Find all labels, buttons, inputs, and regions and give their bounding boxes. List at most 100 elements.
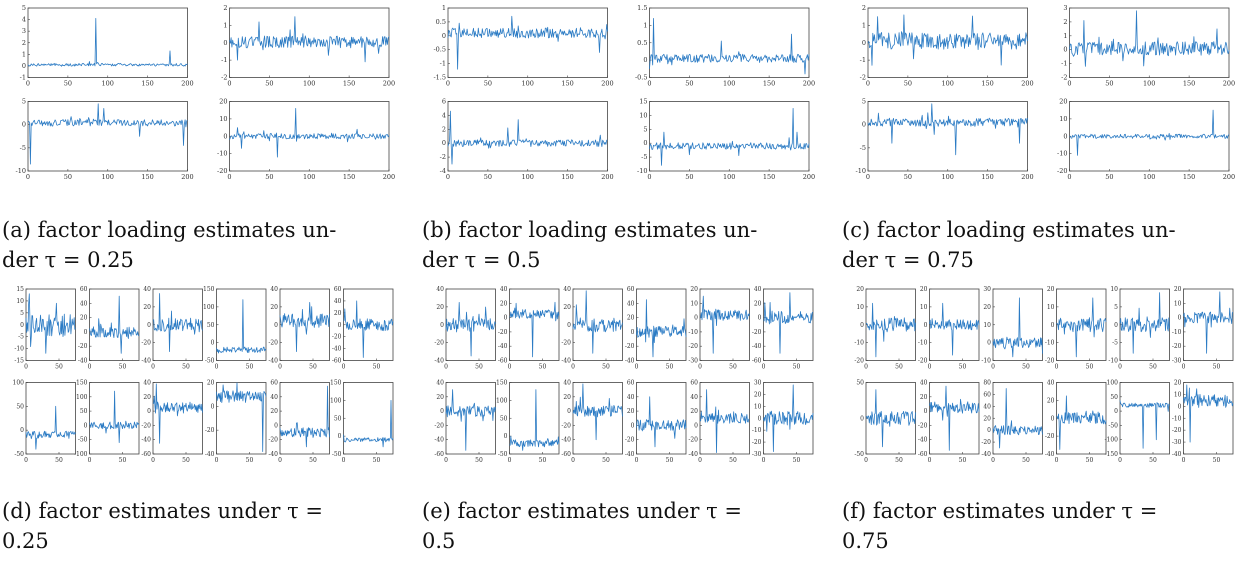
caption-f: (f) factor estimates under τ = 0.75 xyxy=(842,496,1157,556)
y-tick-label: -20 xyxy=(918,422,928,429)
y-tick-label: -40 xyxy=(561,437,571,444)
y-tick-label: 60 xyxy=(983,391,991,398)
y-tick-label: -10 xyxy=(1108,358,1118,365)
y-tick-label: -20 xyxy=(1045,358,1055,365)
x-tick-label: 0 xyxy=(446,80,450,88)
plot-frame xyxy=(89,288,140,361)
subplot-d-3: -40 -20 0 20 40 0 50 xyxy=(141,286,203,371)
y-tick-label: 40 xyxy=(563,380,571,387)
x-tick-label: 0 xyxy=(762,364,766,371)
y-tick-label: 10 xyxy=(920,304,928,311)
series-line xyxy=(152,293,203,352)
plot-frame xyxy=(279,382,330,455)
series-line xyxy=(1119,400,1170,449)
y-tick-label: -20 xyxy=(217,167,227,175)
plot-frame xyxy=(763,382,814,455)
x-tick-label: 0 xyxy=(88,364,92,371)
y-tick-label: 0 xyxy=(338,322,342,329)
x-tick-label: 50 xyxy=(539,364,547,371)
series-line xyxy=(89,390,140,443)
y-tick-label: 20 xyxy=(500,300,508,307)
x-tick-label: 0 xyxy=(635,457,639,464)
y-tick-label: -20 xyxy=(205,427,215,434)
plot-frame xyxy=(152,288,203,361)
y-tick-label: 40 xyxy=(754,286,762,293)
x-tick-label: 0 xyxy=(571,457,575,464)
subplot-b-2: -0.500.511.50 50 100 150 200 xyxy=(635,4,815,88)
y-tick-label: 100 xyxy=(203,304,215,311)
series-line xyxy=(1056,395,1107,450)
y-tick-label: 60 xyxy=(690,380,698,387)
x-tick-label: 0 xyxy=(26,173,30,181)
y-tick-label: 20 xyxy=(690,408,698,415)
x-tick-label: 50 xyxy=(793,364,801,371)
y-tick-label: -20 xyxy=(561,422,571,429)
y-tick-label: -40 xyxy=(1172,451,1182,458)
caption-line: 0.25 xyxy=(2,529,49,553)
y-tick-label: -20 xyxy=(268,340,278,347)
y-tick-label: 10 xyxy=(1047,304,1055,311)
x-tick-label: 150 xyxy=(981,173,993,181)
series-line xyxy=(279,302,330,352)
y-tick-label: 10 xyxy=(1174,300,1182,307)
y-tick-label: -40 xyxy=(141,358,151,365)
x-tick-label: 150 xyxy=(561,173,573,181)
y-tick-label: 40 xyxy=(690,394,698,401)
plot-frame xyxy=(447,7,608,78)
y-tick-label: 20 xyxy=(1174,380,1182,387)
caption-c: (c) factor loading estimates un-der τ = … xyxy=(842,215,1176,275)
y-tick-label: -10 xyxy=(1045,340,1055,347)
x-tick-label: 200 xyxy=(803,173,815,181)
y-tick-label: -20 xyxy=(854,358,864,365)
y-tick-label: -10 xyxy=(217,150,227,158)
x-tick-label: 100 xyxy=(1143,173,1155,181)
x-tick-label: 200 xyxy=(383,173,395,181)
y-tick-label: 60 xyxy=(627,380,635,387)
subplot-d-10: -40 -20 0 20 0 50 xyxy=(205,380,267,464)
y-tick-label: -50 xyxy=(498,451,508,458)
y-tick-label: -50 xyxy=(332,451,342,458)
y-tick-label: 0.5 xyxy=(436,18,446,26)
x-tick-label: 0 xyxy=(444,364,448,371)
y-tick-label: -40 xyxy=(918,437,928,444)
y-tick-label: -10 xyxy=(637,167,647,175)
caption-line: 0.5 xyxy=(422,529,456,553)
x-tick-label: 50 xyxy=(1022,457,1030,464)
series-line xyxy=(929,385,980,451)
y-tick-label: 40 xyxy=(270,394,278,401)
x-tick-label: 0 xyxy=(1182,364,1186,371)
y-tick-label: -150 xyxy=(1105,451,1119,458)
plot-frame xyxy=(929,288,980,361)
x-tick-label: 50 xyxy=(1213,457,1221,464)
y-tick-label: -5 xyxy=(18,334,24,341)
y-tick-label: 150 xyxy=(76,380,88,387)
y-tick-label: -20 xyxy=(434,340,444,347)
plot-frame xyxy=(1119,382,1170,455)
y-tick-label: 0 xyxy=(631,329,635,336)
y-tick-label: 50 xyxy=(500,415,508,422)
y-tick-label: 20 xyxy=(436,304,444,311)
x-tick-label: 50 xyxy=(373,457,381,464)
y-tick-label: 40 xyxy=(1047,380,1055,387)
y-tick-label: 80 xyxy=(983,380,991,387)
plot-frame xyxy=(447,101,608,172)
y-tick-label: -30 xyxy=(688,358,698,365)
y-tick-label: 0 xyxy=(84,329,88,336)
plot-frame xyxy=(445,382,496,455)
x-tick-label: 0 xyxy=(571,364,575,371)
x-tick-label: 150 xyxy=(1183,173,1195,181)
x-tick-label: 50 xyxy=(55,457,63,464)
x-tick-label: 200 xyxy=(1223,173,1235,181)
series-line xyxy=(929,302,980,356)
caption-line: (f) factor estimates under τ = xyxy=(842,499,1158,523)
y-tick-label: 2 xyxy=(22,39,26,47)
y-tick-label: 6 xyxy=(442,98,446,106)
y-tick-label: 0 xyxy=(1178,315,1182,322)
subplot-f-4: -20 -10 0 10 20 0 50 xyxy=(1045,286,1107,371)
y-tick-label: -10 xyxy=(1172,415,1182,422)
y-tick-label: 50 xyxy=(16,403,24,410)
plot-frame xyxy=(992,382,1043,455)
